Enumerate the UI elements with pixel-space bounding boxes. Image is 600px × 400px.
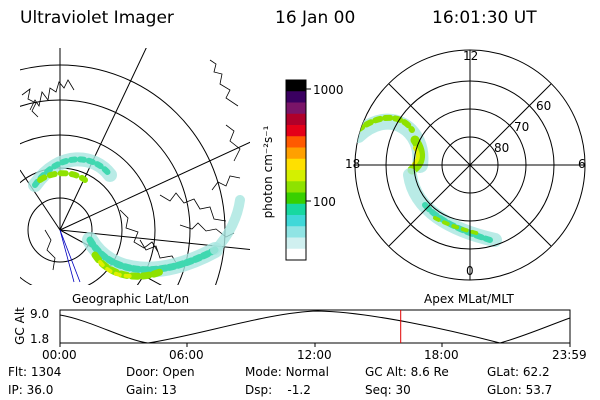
dsp-value: -1.2 [287,383,311,397]
mode-status: Mode: Normal [245,366,329,378]
timeline-xtick-1200: 12:00 [297,348,332,362]
mlt-label-0: 0 [466,264,474,278]
colorbar-cell [286,91,306,103]
mode-value: Normal [285,365,329,379]
timeline-ytick-bottom: 1.8 [30,332,50,346]
seq-status: Seq: 30 [365,384,411,396]
orbit-timeline [59,309,571,347]
ip-value: 36.0 [26,383,54,397]
colorbar-cell [286,125,306,137]
timeline-xtick-1800: 18:00 [424,348,459,362]
gain-status: Gain: 13 [126,384,177,396]
colorbar-cell [286,181,306,193]
time-label: 16:01:30 UT [432,8,537,28]
instrument-title: Ultraviolet Imager [20,8,174,28]
seq-value: 30 [395,383,411,397]
flt-label: Flt: [8,365,27,379]
timeline-xtick-2359: 23:59 [552,348,587,362]
polar-grid [355,50,585,280]
colorbar-cell [286,147,306,160]
geographic-map [20,48,250,285]
colorbar-cell [286,136,306,148]
colorbar-cell [286,80,306,92]
colorbar-cell [286,203,306,216]
colorbar-cell [286,113,306,126]
glat-value: 62.2 [522,365,550,379]
aurora-oval-geo [28,152,245,280]
colorbar-unit-label: photon cm⁻²s⁻¹ [261,125,275,219]
mlt-label-6: 6 [578,157,586,171]
colorbar-cell [286,237,306,250]
seq-label: Seq: [365,383,392,397]
aurora-oval-apex [355,113,502,247]
mlt-label-12: 12 [463,49,479,63]
date-label: 16 Jan 00 [275,8,356,28]
timeline-ylabel: GC Alt [13,307,27,345]
glat-label: GLat: [487,365,520,379]
gain-label: Gain: [126,383,158,397]
glon-status: GLon: 53.7 [487,384,552,396]
flt-value: 1304 [30,365,62,379]
color-bar [285,79,311,261]
flt-status: Flt: 1304 [8,366,61,378]
colorbar-tick-1000: 1000 [313,83,344,97]
colorbar-cell [286,215,306,227]
mlat-label-60: 60 [536,99,552,113]
colorbar-cell [286,170,306,182]
colorbar-cell [286,158,306,171]
timeline-xtick-0000: 00:00 [42,348,77,362]
gain-value: 13 [161,383,177,397]
mode-label: Mode: [245,365,282,379]
gcalt-status: GC Alt: 8.6 Re [365,366,449,378]
door-label: Door: [126,365,159,379]
timeline-ytick-top: 9.0 [30,307,50,321]
colorbar-tick-100: 100 [313,195,336,209]
door-status: Door: Open [126,366,195,378]
mlat-label-70: 70 [514,120,530,134]
gcalt-label: GC Alt: [365,365,407,379]
glat-status: GLat: 62.2 [487,366,550,378]
colorbar-cell [286,226,306,238]
apex-caption: Apex MLat/MLT [424,292,514,306]
apex-polar-plot [354,49,586,281]
gcalt-value: 8.6 Re [410,365,449,379]
timeline-xtick-0600: 06:00 [169,348,204,362]
glon-value: 53.7 [525,383,553,397]
colorbar-cell [286,248,306,261]
mlat-label-80: 80 [494,141,510,155]
ip-label: IP: [8,383,23,397]
mlt-label-18: 18 [345,157,361,171]
dsp-label: Dsp: [245,383,273,397]
footprint-lines [59,229,81,283]
colorbar-cell [286,192,306,205]
glon-label: GLon: [487,383,522,397]
dsp-status: Dsp: -1.2 [245,384,311,396]
colorbar-cell [286,102,306,115]
geographic-caption: Geographic Lat/Lon [72,292,190,306]
ip-status: IP: 36.0 [8,384,53,396]
door-value: Open [162,365,195,379]
